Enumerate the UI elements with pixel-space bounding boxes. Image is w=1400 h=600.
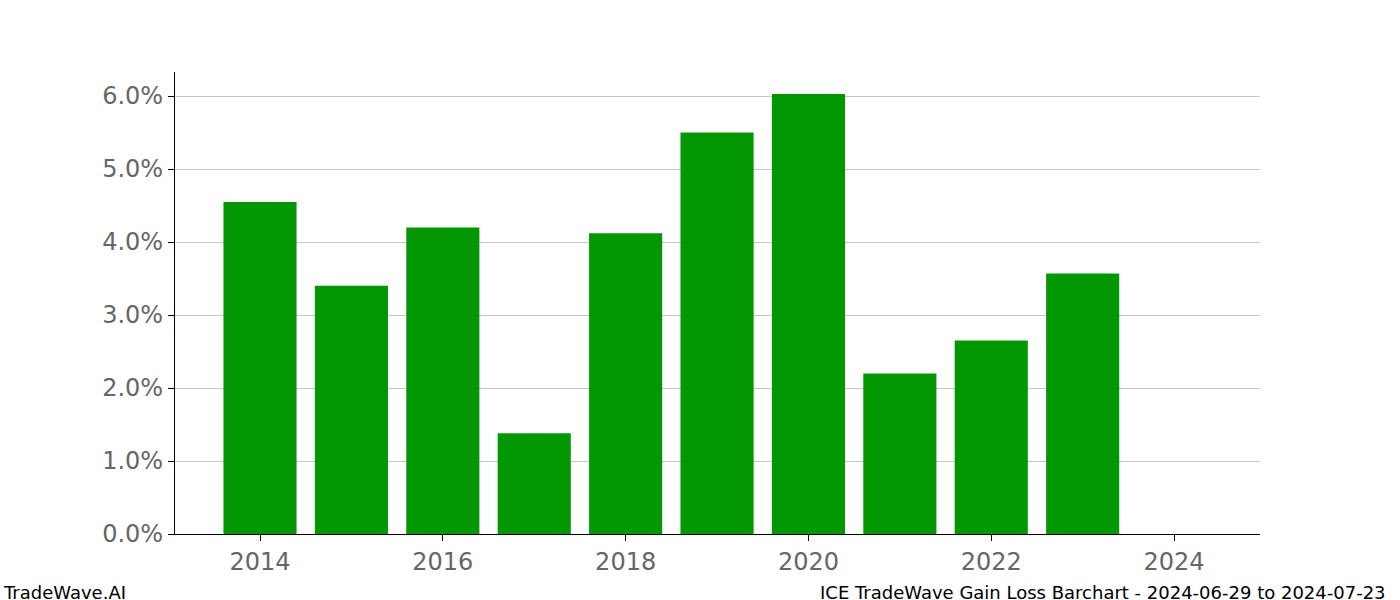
svg-text:2.0%: 2.0% xyxy=(102,374,163,402)
svg-text:0.0%: 0.0% xyxy=(102,520,163,548)
svg-text:3.0%: 3.0% xyxy=(102,301,163,329)
svg-text:2014: 2014 xyxy=(229,548,290,576)
svg-text:4.0%: 4.0% xyxy=(102,228,163,256)
svg-text:1.0%: 1.0% xyxy=(102,447,163,475)
svg-text:ICE TradeWave Gain Loss Barcha: ICE TradeWave Gain Loss Barchart - 2024-… xyxy=(820,582,1386,600)
svg-text:2020: 2020 xyxy=(778,548,839,576)
svg-text:TradeWave.AI: TradeWave.AI xyxy=(3,582,126,600)
svg-text:6.0%: 6.0% xyxy=(102,82,163,110)
svg-text:2022: 2022 xyxy=(961,548,1022,576)
svg-text:2024: 2024 xyxy=(1144,548,1205,576)
svg-text:5.0%: 5.0% xyxy=(102,155,163,183)
svg-text:2016: 2016 xyxy=(412,548,473,576)
svg-text:2018: 2018 xyxy=(595,548,656,576)
